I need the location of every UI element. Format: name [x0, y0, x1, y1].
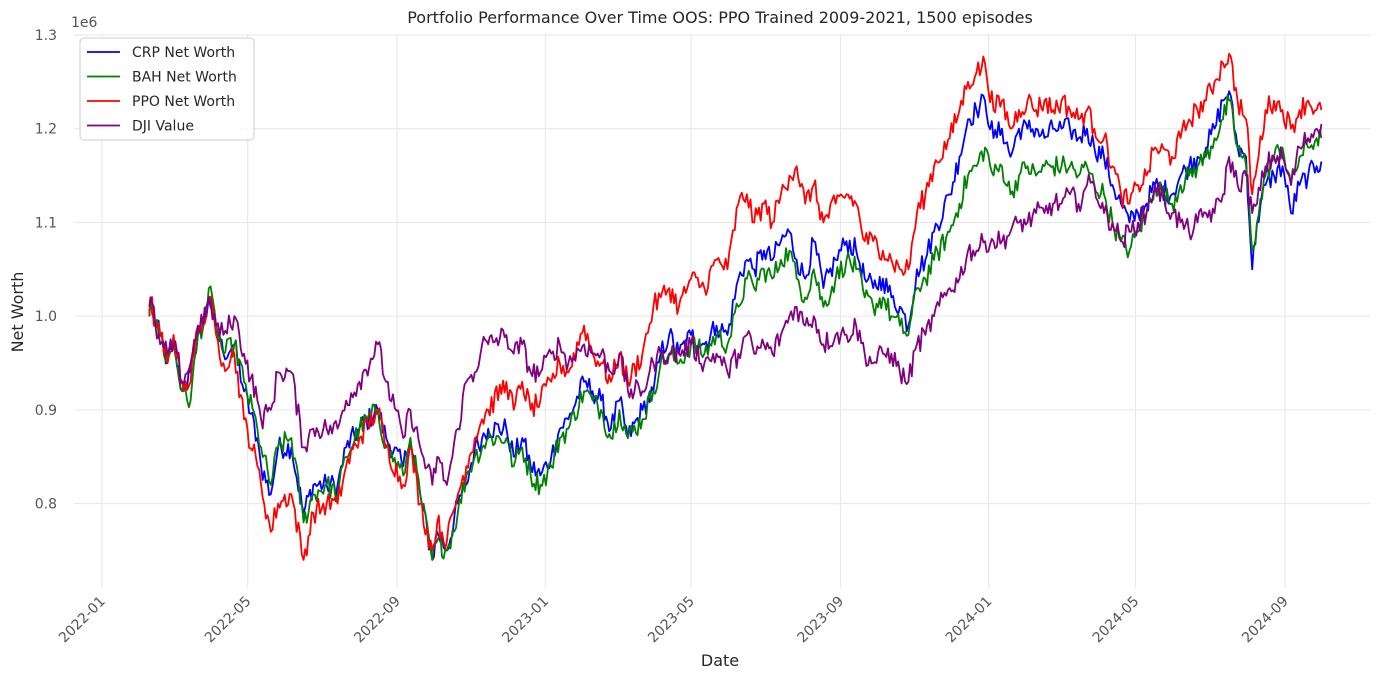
y-tick-label: 1.3: [35, 28, 57, 44]
x-tick-label: 2022-09: [351, 594, 404, 647]
legend-box: [79, 37, 255, 141]
series-line-dji-value: [148, 123, 1323, 486]
y-tick-label: 0.8: [35, 497, 57, 513]
y-tick-label: 1.0: [35, 309, 57, 325]
legend-label: BAH Net Worth: [132, 70, 237, 86]
x-tick-label: 2023-09: [795, 594, 848, 647]
x-tick-label: 2023-05: [645, 594, 698, 647]
x-tick-label: 2022-05: [202, 594, 255, 647]
x-tick-label: 2024-01: [943, 594, 996, 647]
y-tick-label: 1.2: [35, 122, 57, 138]
legend: CRP Net Worth BAH Net Worth PPO Net Worth D…: [79, 37, 255, 141]
legend-label: PPO Net Worth: [132, 94, 235, 110]
x-tick-label: 2024-05: [1090, 594, 1143, 647]
series-line-bah-net-worth: [148, 93, 1323, 561]
series-line-ppo-net-worth: [148, 52, 1323, 561]
series-lines: [148, 52, 1323, 561]
y-tick-label: 0.9: [35, 403, 57, 419]
grid: [74, 34, 1370, 588]
legend-label: CRP Net Worth: [132, 45, 235, 61]
legend-label: DJI Value: [132, 119, 194, 135]
y-offset-label: 1e6: [71, 15, 98, 31]
y-tick-label: 1.1: [35, 215, 57, 231]
y-axis-label: Net Worth: [8, 272, 27, 353]
x-tick-label: 2024-09: [1239, 594, 1292, 647]
chart-title: Portfolio Performance Over Time OOS: PPO…: [407, 8, 1033, 27]
x-tick-label: 2023-01: [499, 594, 552, 647]
x-axis-label: Date: [701, 651, 739, 670]
series-line-crp-net-worth: [148, 90, 1323, 561]
x-tick-label: 2022-01: [56, 594, 109, 647]
